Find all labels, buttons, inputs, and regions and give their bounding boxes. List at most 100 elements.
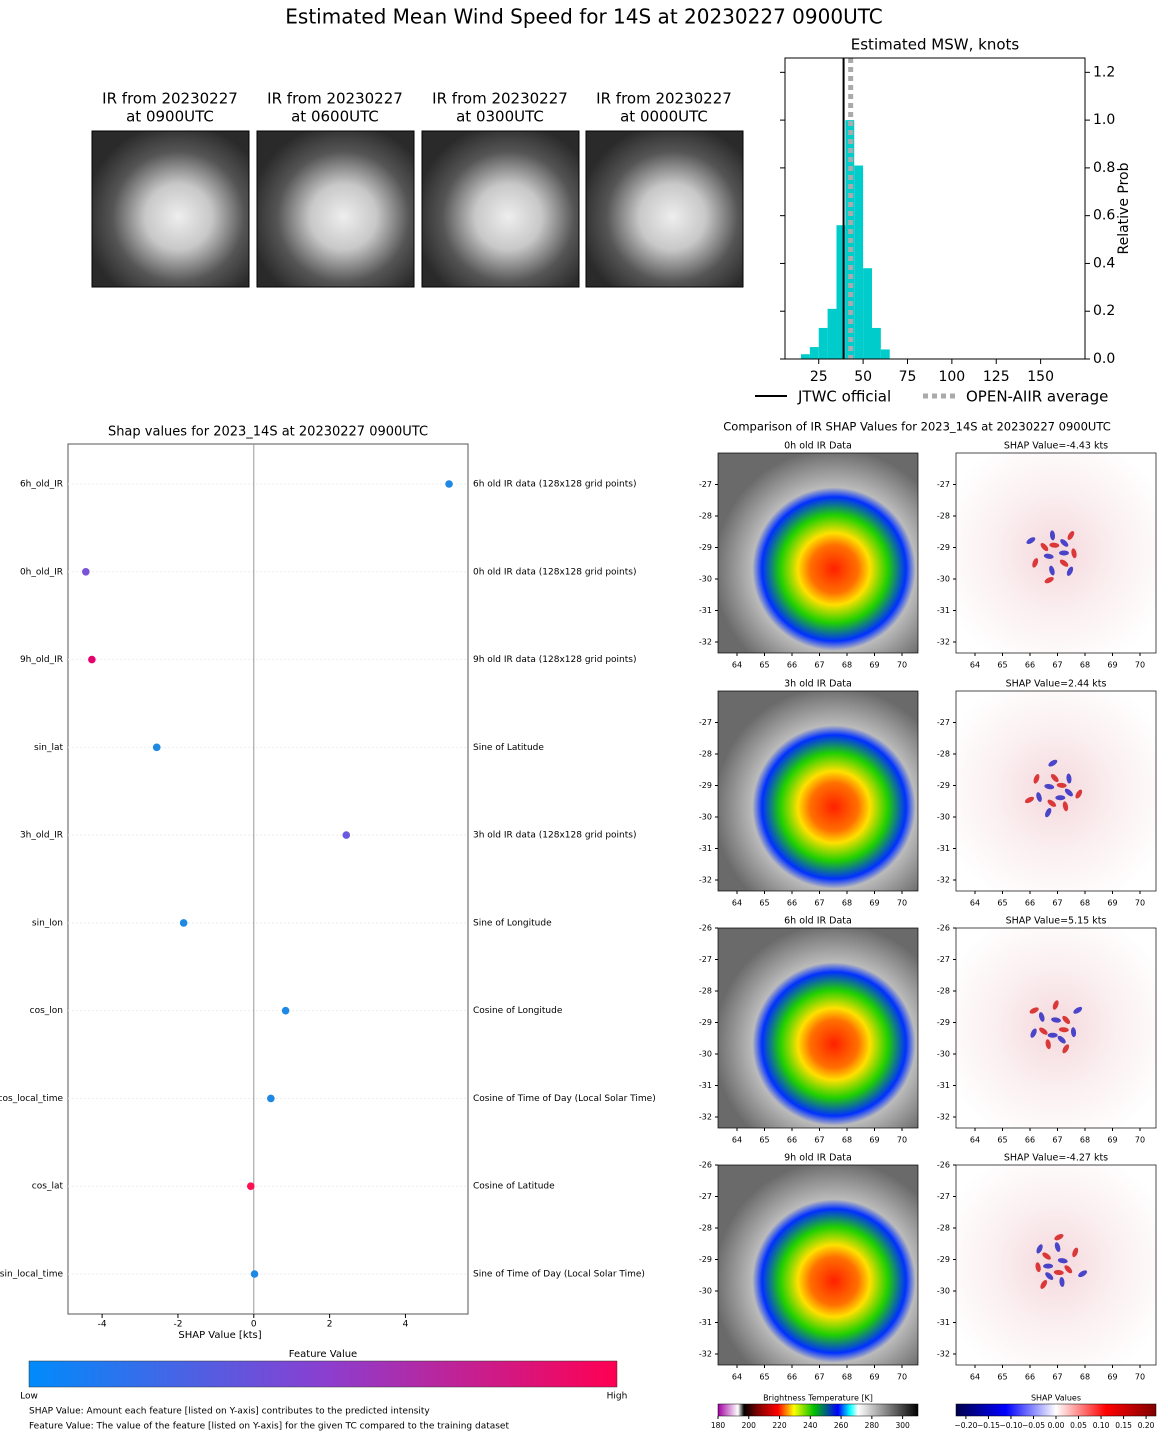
- x-tick-label: 68: [842, 1136, 852, 1145]
- shap-blob: [1036, 1244, 1043, 1254]
- plot-frame: [784, 57, 1086, 360]
- x-tick-label: 100: [938, 369, 965, 385]
- image-title: IR from 20230227: [596, 90, 732, 108]
- colorbar-tick-label: 0.10: [1093, 1421, 1110, 1430]
- image-title: at 0300UTC: [456, 108, 544, 126]
- shap-blob: [1040, 1279, 1048, 1289]
- x-tick-label: 150: [1027, 369, 1054, 385]
- panel-subtitle: 6h old IR Data: [784, 916, 852, 927]
- shap-blob: [1043, 1263, 1054, 1269]
- bar: [871, 327, 881, 359]
- point: [281, 1006, 290, 1015]
- shap-blob: [1055, 795, 1066, 801]
- x-tick-label: 68: [1080, 899, 1090, 908]
- panel-title: Comparison of IR SHAP Values for 2023_14…: [723, 420, 1110, 434]
- x-tick-label: 67: [814, 661, 824, 670]
- y-tick-label: cos_local_time: [0, 1094, 63, 1104]
- y-tick-label: -32: [699, 876, 712, 885]
- x-tick-label: 64: [732, 899, 742, 908]
- note: SHAP Value: Amount each feature [listed …: [29, 1407, 430, 1417]
- x-tick-label: 50: [854, 369, 872, 385]
- colorbar-tick-label: 0.15: [1115, 1421, 1132, 1430]
- shap-blob: [1054, 1242, 1061, 1252]
- x-tick-label: 70: [1135, 1373, 1145, 1382]
- y-tick-label: cos_lat: [32, 1182, 64, 1192]
- legend-label: JTWC official: [797, 388, 891, 406]
- feature-description: Sine of Latitude: [473, 743, 544, 753]
- x-tick-label: 70: [1135, 661, 1145, 670]
- figure-title: Estimated Mean Wind Speed for 14S at 202…: [285, 5, 882, 29]
- plot-frame: [67, 443, 469, 1315]
- x-tick-label: 68: [842, 1373, 852, 1382]
- x-tick-label: 64: [970, 899, 980, 908]
- shap-blob: [1066, 566, 1074, 576]
- y-tick-label: -29: [699, 543, 712, 552]
- shap-blob: [1045, 1039, 1051, 1050]
- x-tick-label: 69: [1107, 661, 1117, 670]
- y-tick-label: 9h_old_IR: [20, 655, 63, 665]
- colorbar-high: High: [607, 1392, 628, 1402]
- x-tick-label: 65: [759, 1136, 769, 1145]
- y-tick-label: -31: [937, 1318, 950, 1327]
- colorbar-tick-label: 200: [742, 1421, 757, 1430]
- y-tick-label: 1.2: [1093, 64, 1115, 80]
- x-tick-label: 68: [1080, 661, 1090, 670]
- y-tick-label: -27: [699, 1192, 712, 1201]
- shap-blob: [1047, 1032, 1058, 1038]
- image-title: at 0900UTC: [126, 108, 214, 126]
- x-tick-label: 66: [787, 899, 797, 908]
- ir-image: [256, 130, 415, 288]
- bar: [854, 165, 864, 359]
- y-tick-label: -27: [937, 480, 950, 489]
- colorbar-tick-label: 0.20: [1138, 1421, 1155, 1430]
- x-tick-label: 69: [869, 661, 879, 670]
- x-tick-label: 65: [997, 899, 1007, 908]
- colorbar: [717, 1403, 919, 1417]
- x-tick-label: 25: [810, 369, 828, 385]
- shap-blob: [1036, 792, 1042, 802]
- y-tick-label: -29: [937, 1018, 950, 1027]
- colorbar-tick-label: 240: [803, 1421, 818, 1430]
- point: [82, 567, 90, 576]
- x-tick-label: 67: [1052, 1373, 1062, 1382]
- shap-blob: [1049, 530, 1056, 541]
- y-tick-label: sin_lon: [32, 918, 63, 928]
- y-tick-label: -29: [937, 1255, 950, 1264]
- y-tick-label: -27: [699, 955, 712, 964]
- x-tick-label: 70: [897, 661, 907, 670]
- x-tick-label: 68: [1080, 1136, 1090, 1145]
- shap-blob: [1030, 1028, 1037, 1038]
- x-tick-label: 66: [787, 1136, 797, 1145]
- y-tick-label: -32: [937, 638, 950, 647]
- point: [152, 743, 161, 752]
- shap-image: [955, 927, 1157, 1129]
- y-tick-label: -28: [937, 1224, 950, 1233]
- shap-blob: [1049, 542, 1060, 548]
- x-tick-label: 69: [1107, 1373, 1117, 1382]
- colorbar-tick-label: −0.05: [1022, 1421, 1045, 1430]
- x-tick-label: 68: [842, 661, 852, 670]
- shap-blob: [1043, 553, 1054, 559]
- x-tick-label: 125: [983, 369, 1010, 385]
- y-tick-label: -29: [937, 543, 950, 552]
- feature-description: Cosine of Latitude: [473, 1182, 555, 1192]
- bar: [809, 347, 819, 359]
- x-tick-label: 2: [327, 1320, 333, 1330]
- shap-blob: [1066, 773, 1072, 784]
- x-tick-label: 67: [814, 1136, 824, 1145]
- point: [246, 1182, 255, 1191]
- y-tick-label: -32: [937, 876, 950, 885]
- x-tick-label: 65: [997, 1373, 1007, 1382]
- point: [342, 831, 351, 839]
- shap-blob: [1044, 784, 1055, 790]
- y-tick-label: -29: [699, 1255, 712, 1264]
- x-tick-label: 69: [1107, 1136, 1117, 1145]
- y-tick-label: sin_lat: [34, 743, 63, 753]
- y-tick-label: 0.8: [1093, 160, 1115, 176]
- x-tick-label: 66: [1025, 899, 1035, 908]
- shap-blob: [1052, 1000, 1059, 1010]
- y-tick-label: 0.6: [1093, 208, 1115, 224]
- shap-blob: [1062, 801, 1069, 812]
- colorbar-tick-label: −0.10: [999, 1421, 1022, 1430]
- image-title: IR from 20230227: [102, 90, 238, 108]
